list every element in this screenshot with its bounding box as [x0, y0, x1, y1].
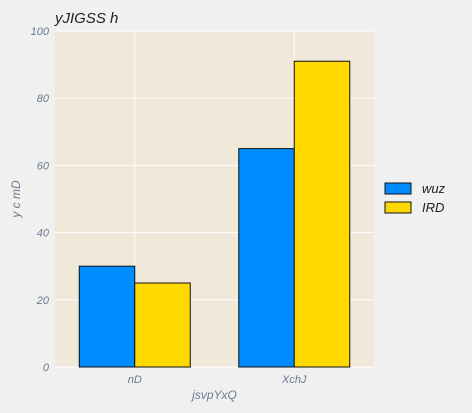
legend: wuz IRD	[384, 181, 446, 215]
y-tick-label: 80	[37, 93, 50, 105]
bar-wuz-XchJ	[238, 148, 295, 368]
bar-IRD-XchJ	[293, 60, 351, 368]
bar-wuz-nD	[78, 265, 136, 368]
x-axis-label: jsvpYxQ	[190, 388, 237, 402]
axis-ticks: 0 20 40 60 80 100 nD XchJ	[31, 26, 307, 386]
x-tick-label: nD	[128, 374, 142, 386]
bars	[78, 60, 351, 368]
legend-swatch-IRD	[384, 201, 412, 214]
legend-label-IRD: IRD	[422, 200, 444, 215]
y-tick-label: 0	[43, 362, 50, 374]
legend-label-wuz: wuz	[422, 181, 446, 196]
y-tick-label: 40	[37, 228, 50, 240]
y-tick-label: 60	[37, 160, 50, 172]
y-tick-label: 20	[36, 295, 50, 307]
x-tick-label: XchJ	[281, 374, 307, 386]
chart-title: yJIGSS h	[54, 10, 118, 27]
bar-IRD-nD	[134, 282, 191, 368]
y-axis-label: y c mD	[9, 180, 23, 219]
y-tick-label: 100	[31, 26, 50, 38]
legend-swatch-wuz	[384, 182, 412, 195]
